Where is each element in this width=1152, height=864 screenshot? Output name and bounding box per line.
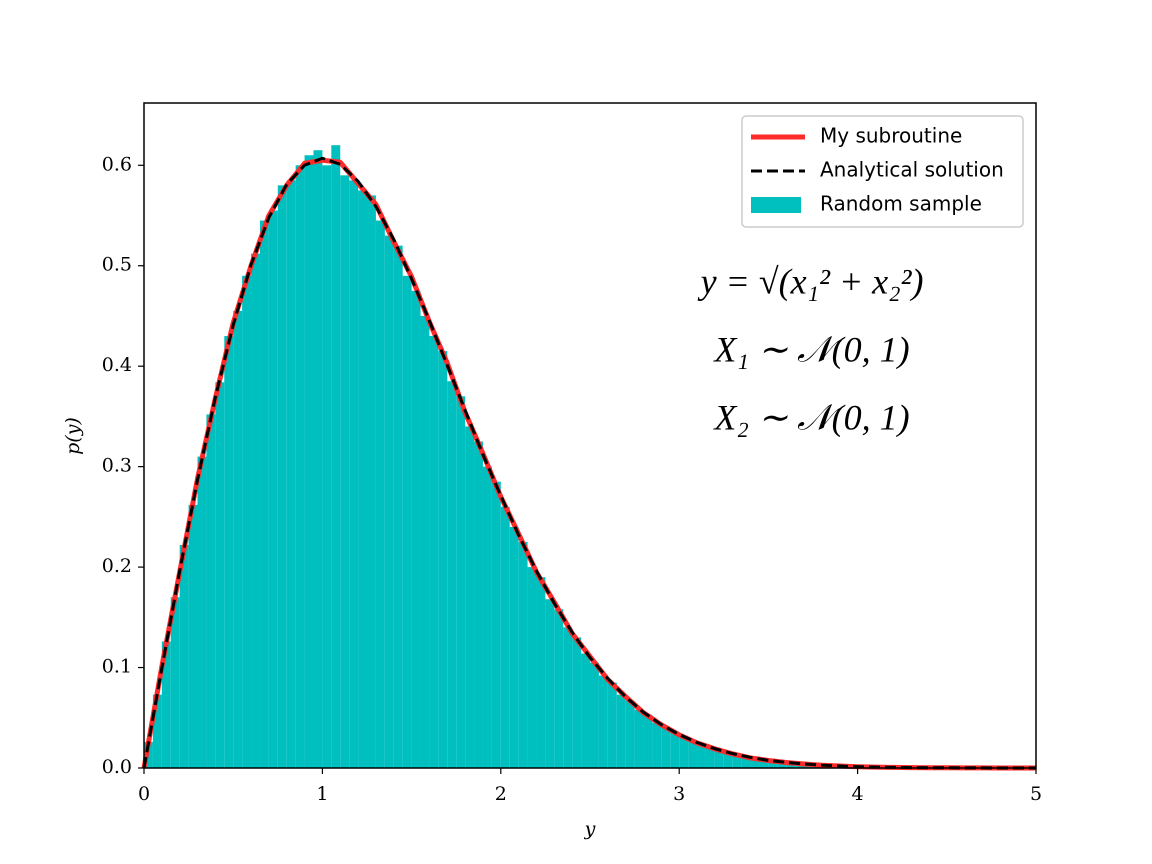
histogram-bar [634, 709, 644, 768]
x-tick-label: 1 [316, 783, 328, 805]
histogram-bar [527, 567, 537, 768]
legend-box [741, 115, 1024, 228]
histogram-bar [304, 155, 314, 768]
histogram-bar [429, 336, 439, 768]
histogram-bar [384, 235, 394, 768]
histogram-bar [714, 749, 724, 768]
histogram-bar [563, 627, 573, 768]
histogram-bar [259, 220, 269, 768]
x-tick-label: 2 [495, 783, 507, 805]
histogram-bar [170, 597, 180, 768]
histogram-bar [224, 336, 234, 768]
legend-label: Random sample [820, 192, 982, 216]
histogram-bar [286, 180, 296, 768]
legend-swatch [751, 197, 801, 213]
histogram-bar [750, 757, 760, 768]
x-axis-label: y [584, 818, 596, 840]
histogram-bar [679, 735, 689, 768]
y-tick-label: 0.6 [102, 153, 132, 175]
histogram-bar [358, 190, 367, 768]
histogram-bar [590, 662, 599, 768]
histogram-bar [179, 544, 189, 768]
y-tick-label: 0.2 [102, 555, 132, 577]
annotation: y = √(x₁² + x₂²) [698, 261, 924, 301]
histogram-bar [295, 165, 305, 769]
histogram-bar [402, 275, 412, 768]
histogram-bar [768, 760, 778, 768]
legend-label: Analytical solution [820, 158, 1004, 182]
histogram-bar [616, 694, 626, 768]
histogram-bar [598, 675, 608, 768]
histogram-bar [242, 275, 252, 768]
histogram-bar [331, 145, 341, 769]
y-tick-label: 0.0 [102, 756, 132, 778]
x-tick-label: 4 [852, 783, 864, 805]
histogram-bar [723, 752, 733, 768]
histogram-bar [161, 641, 171, 768]
histogram-bar [554, 609, 564, 768]
histogram-bar [456, 396, 466, 768]
histogram-bar [518, 541, 528, 768]
histogram-bar [572, 637, 582, 768]
histogram-bar [705, 747, 715, 768]
histogram-bar [491, 481, 501, 768]
histogram-bar [251, 253, 260, 769]
x-tick-label: 3 [673, 783, 685, 805]
histogram-bar [197, 456, 207, 768]
histogram-bar [206, 414, 216, 768]
histogram-bar [215, 382, 225, 768]
histogram-bar [411, 290, 421, 768]
histogram-bar [268, 210, 278, 769]
histogram-bar [759, 759, 769, 768]
y-tick-label: 0.4 [102, 354, 132, 376]
y-tick-label: 0.1 [102, 656, 132, 678]
histogram-bar [607, 682, 617, 768]
histogram-bar [500, 506, 510, 768]
histogram-bar [777, 761, 787, 768]
histogram-bar [277, 185, 287, 769]
histogram-bar [536, 577, 546, 768]
histogram-bar [367, 195, 376, 768]
histogram-bar [465, 426, 475, 768]
histogram-bar [375, 220, 385, 768]
histogram-bar [393, 245, 403, 769]
histogram-bar [340, 175, 350, 768]
histogram-bar [474, 441, 483, 768]
plot-frame [143, 102, 1037, 769]
histogram-bar [697, 743, 706, 768]
histogram-bar [581, 653, 590, 768]
histogram-bar [688, 740, 698, 768]
x-tick-label: 5 [1030, 783, 1042, 805]
histogram-bar [545, 599, 555, 768]
annotation: X₁ ∼ 𝒩(0, 1) [712, 329, 909, 369]
annotation: X₂ ∼ 𝒩(0, 1) [712, 397, 909, 437]
histogram-bar [741, 756, 751, 768]
histogram-bar [349, 180, 359, 768]
histogram-bar [233, 310, 243, 768]
histogram-bar [447, 381, 457, 768]
histogram-bar [438, 351, 448, 768]
histogram-bar [786, 762, 796, 768]
histogram-bar [732, 754, 742, 768]
x-tick-label: 0 [138, 783, 150, 805]
y-tick-label: 0.3 [102, 455, 132, 477]
histogram-bar [313, 150, 323, 768]
histogram-bar [152, 694, 162, 768]
histogram-bar [625, 700, 635, 768]
histogram-bar [482, 466, 492, 768]
histogram-bar [643, 714, 653, 768]
y-tick-label: 0.5 [102, 254, 132, 276]
histogram-bar [509, 526, 519, 768]
histogram-bar [652, 722, 662, 768]
histogram-bar [188, 504, 198, 768]
histogram-bar [322, 165, 332, 769]
histogram-bar [661, 726, 671, 768]
legend-label: My subroutine [820, 124, 962, 148]
histogram-bar [670, 732, 680, 768]
y-axis-label: p(y) [62, 417, 84, 455]
histogram-bar [420, 315, 430, 768]
